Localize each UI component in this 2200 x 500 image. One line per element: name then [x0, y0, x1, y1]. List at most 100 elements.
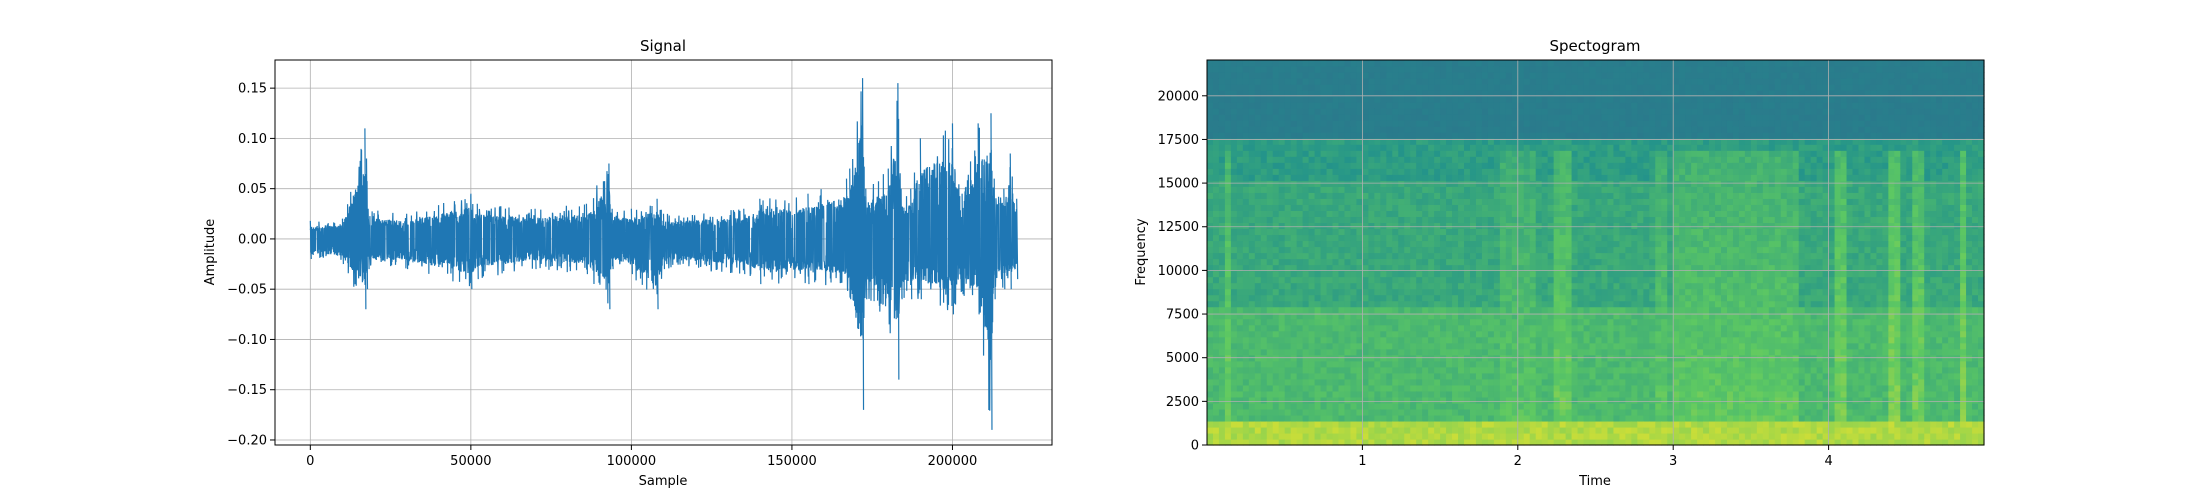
spectrogram-cell: [1368, 66, 1375, 73]
spectrogram-cell: [1619, 174, 1626, 181]
spectrogram-cell: [1637, 324, 1644, 332]
spectrogram-cell: [1332, 222, 1340, 230]
spectrogram-cell: [1571, 162, 1579, 169]
spectrogram-cell: [1475, 366, 1483, 374]
spectrogram-cell: [1511, 132, 1519, 139]
spectrogram-cell: [1619, 396, 1626, 404]
spectrogram-cell: [1643, 390, 1650, 398]
spectrogram-cell: [1326, 396, 1334, 404]
spectrogram-cell: [1326, 426, 1334, 434]
spectrogram-cell: [1422, 60, 1429, 67]
spectrogram-cell: [1212, 390, 1220, 398]
spectrogram-cell: [1254, 276, 1262, 284]
spectrogram-cell: [1302, 228, 1310, 236]
spectrogram-cell: [1398, 438, 1405, 446]
spectrogram-cell: [1565, 234, 1573, 242]
spectrogram-cell: [1487, 198, 1495, 205]
spectrogram-cell: [1218, 120, 1226, 127]
spectrogram-cell: [1278, 228, 1286, 236]
spectrogram-cell: [1260, 420, 1268, 428]
spectrogram-cell: [1458, 438, 1465, 446]
spectrogram-cell: [1224, 360, 1232, 368]
spectrogram-cell: [1661, 288, 1668, 296]
spectrogram-cell: [1601, 240, 1609, 248]
spectrogram-cell: [1416, 390, 1423, 398]
spectrogram-cell: [1314, 384, 1322, 392]
spectrogram-cell: [1254, 366, 1262, 374]
spectrogram-cell: [1242, 300, 1250, 308]
spectrogram-cell: [1619, 432, 1626, 440]
spectrogram-cell: [1434, 240, 1441, 248]
spectrogram-cell: [1374, 96, 1381, 103]
spectrogram-cell: [1619, 378, 1626, 386]
spectrogram-cell: [1344, 438, 1352, 446]
spectrogram-cell: [1278, 162, 1286, 169]
spectrogram-cell: [1565, 276, 1573, 284]
spectrogram-cell: [1583, 198, 1591, 205]
spectrogram-cell: [1278, 60, 1286, 67]
spectrogram-cell: [1338, 210, 1346, 218]
spectrogram-cell: [1607, 120, 1615, 127]
spectrogram-cell: [1487, 396, 1495, 404]
spectrogram-cell: [1350, 264, 1358, 272]
spectrogram-cell: [1416, 324, 1423, 332]
spectrogram-cell: [1212, 312, 1220, 320]
spectrogram-cell: [1446, 330, 1453, 338]
spectrogram-cell: [1458, 222, 1465, 230]
spectrogram-cell: [1505, 114, 1513, 121]
spectrogram-cell: [1529, 234, 1537, 242]
spectrogram-cell: [1338, 162, 1346, 169]
spectrogram-cell: [1212, 78, 1220, 85]
spectrogram-cell: [1565, 144, 1573, 151]
spectrogram-cell: [1643, 270, 1650, 278]
spectrogram-cell: [1434, 156, 1441, 163]
spectrogram-cell: [1464, 438, 1471, 446]
spectrogram-cell: [1499, 198, 1507, 205]
spectrogram-cell: [1392, 294, 1399, 302]
spectrogram-cell: [1230, 84, 1238, 91]
spectrogram-cell: [1583, 282, 1591, 290]
spectrogram-cell: [1398, 276, 1405, 284]
spectrogram-cell: [1314, 414, 1322, 422]
spectrogram-cell: [1464, 168, 1471, 175]
spectrogram-cell: [1493, 126, 1501, 133]
spectrogram-cell: [1374, 312, 1381, 320]
spectrogram-cell: [1362, 192, 1369, 199]
spectrogram-cell: [1535, 408, 1543, 416]
spectrogram-cell: [1392, 432, 1399, 440]
spectrogram-cell: [1374, 234, 1381, 242]
spectrogram-cell: [1505, 432, 1513, 440]
spectrogram-cell: [1565, 396, 1573, 404]
spectrogram-cell: [1207, 180, 1214, 187]
spectrogram-cell: [1392, 318, 1399, 326]
spectrogram-cell: [1404, 294, 1411, 302]
spectrogram-cell: [1380, 348, 1387, 356]
spectrogram-cell: [1661, 132, 1668, 139]
spectrogram-cell: [1607, 264, 1615, 272]
spectrogram-cell: [1667, 438, 1674, 446]
spectrogram-cell: [1523, 318, 1531, 326]
spectrogram-cell: [1410, 144, 1417, 151]
spectrogram-cell: [1452, 240, 1459, 248]
spectrogram-cell: [1386, 234, 1393, 242]
spectrogram-cell: [1577, 156, 1585, 163]
spectrogram-cell: [1362, 102, 1369, 109]
spectrogram-cell: [1374, 252, 1381, 260]
spectrogram-cell: [1511, 144, 1519, 151]
spectrogram-cell: [1398, 348, 1405, 356]
spectrogram-cell: [1392, 90, 1399, 97]
spectrogram-cell: [1541, 72, 1549, 79]
spectrogram-cell: [1398, 360, 1405, 368]
spectrogram-cell: [1428, 372, 1435, 380]
spectrogram-cell: [1434, 108, 1441, 115]
spectrogram-cell: [1571, 330, 1579, 338]
spectrogram-cell: [1553, 396, 1561, 404]
spectrogram-cell: [1314, 396, 1322, 404]
spectrogram-cell: [1565, 66, 1573, 73]
spectrogram-cell: [1571, 228, 1579, 236]
spectrogram-cell: [1296, 384, 1304, 392]
spectrogram-cell: [1607, 198, 1615, 205]
spectrogram-cell: [1643, 396, 1650, 404]
spectrogram-cell: [1314, 312, 1322, 320]
spectrogram-cell: [1320, 360, 1328, 368]
